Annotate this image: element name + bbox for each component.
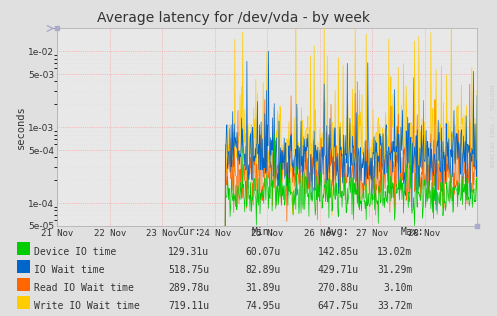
Text: 142.85u: 142.85u [318, 247, 358, 257]
Text: 129.31u: 129.31u [168, 247, 209, 257]
Text: 719.11u: 719.11u [168, 301, 209, 311]
Text: Write IO Wait time: Write IO Wait time [34, 301, 140, 311]
Text: 31.29m: 31.29m [377, 265, 413, 275]
Text: 647.75u: 647.75u [318, 301, 358, 311]
Y-axis label: seconds: seconds [15, 105, 25, 149]
Text: 3.10m: 3.10m [383, 283, 413, 293]
Text: Cur:: Cur: [177, 228, 201, 237]
Text: Max:: Max: [401, 228, 424, 237]
Text: IO Wait time: IO Wait time [34, 265, 104, 275]
Text: 270.88u: 270.88u [318, 283, 358, 293]
Text: 13.02m: 13.02m [377, 247, 413, 257]
Text: 33.72m: 33.72m [377, 301, 413, 311]
Text: Read IO Wait time: Read IO Wait time [34, 283, 134, 293]
Text: Min:: Min: [251, 228, 275, 237]
Text: 429.71u: 429.71u [318, 265, 358, 275]
Text: 60.07u: 60.07u [246, 247, 281, 257]
Text: Device IO time: Device IO time [34, 247, 116, 257]
Text: Avg:: Avg: [326, 228, 350, 237]
Text: Average latency for /dev/vda - by week: Average latency for /dev/vda - by week [97, 11, 370, 25]
Text: 74.95u: 74.95u [246, 301, 281, 311]
Text: 289.78u: 289.78u [168, 283, 209, 293]
Text: RRDTOOL / TOBI OETIKER: RRDTOOL / TOBI OETIKER [489, 85, 494, 168]
Text: 518.75u: 518.75u [168, 265, 209, 275]
Text: 31.89u: 31.89u [246, 283, 281, 293]
Text: 82.89u: 82.89u [246, 265, 281, 275]
